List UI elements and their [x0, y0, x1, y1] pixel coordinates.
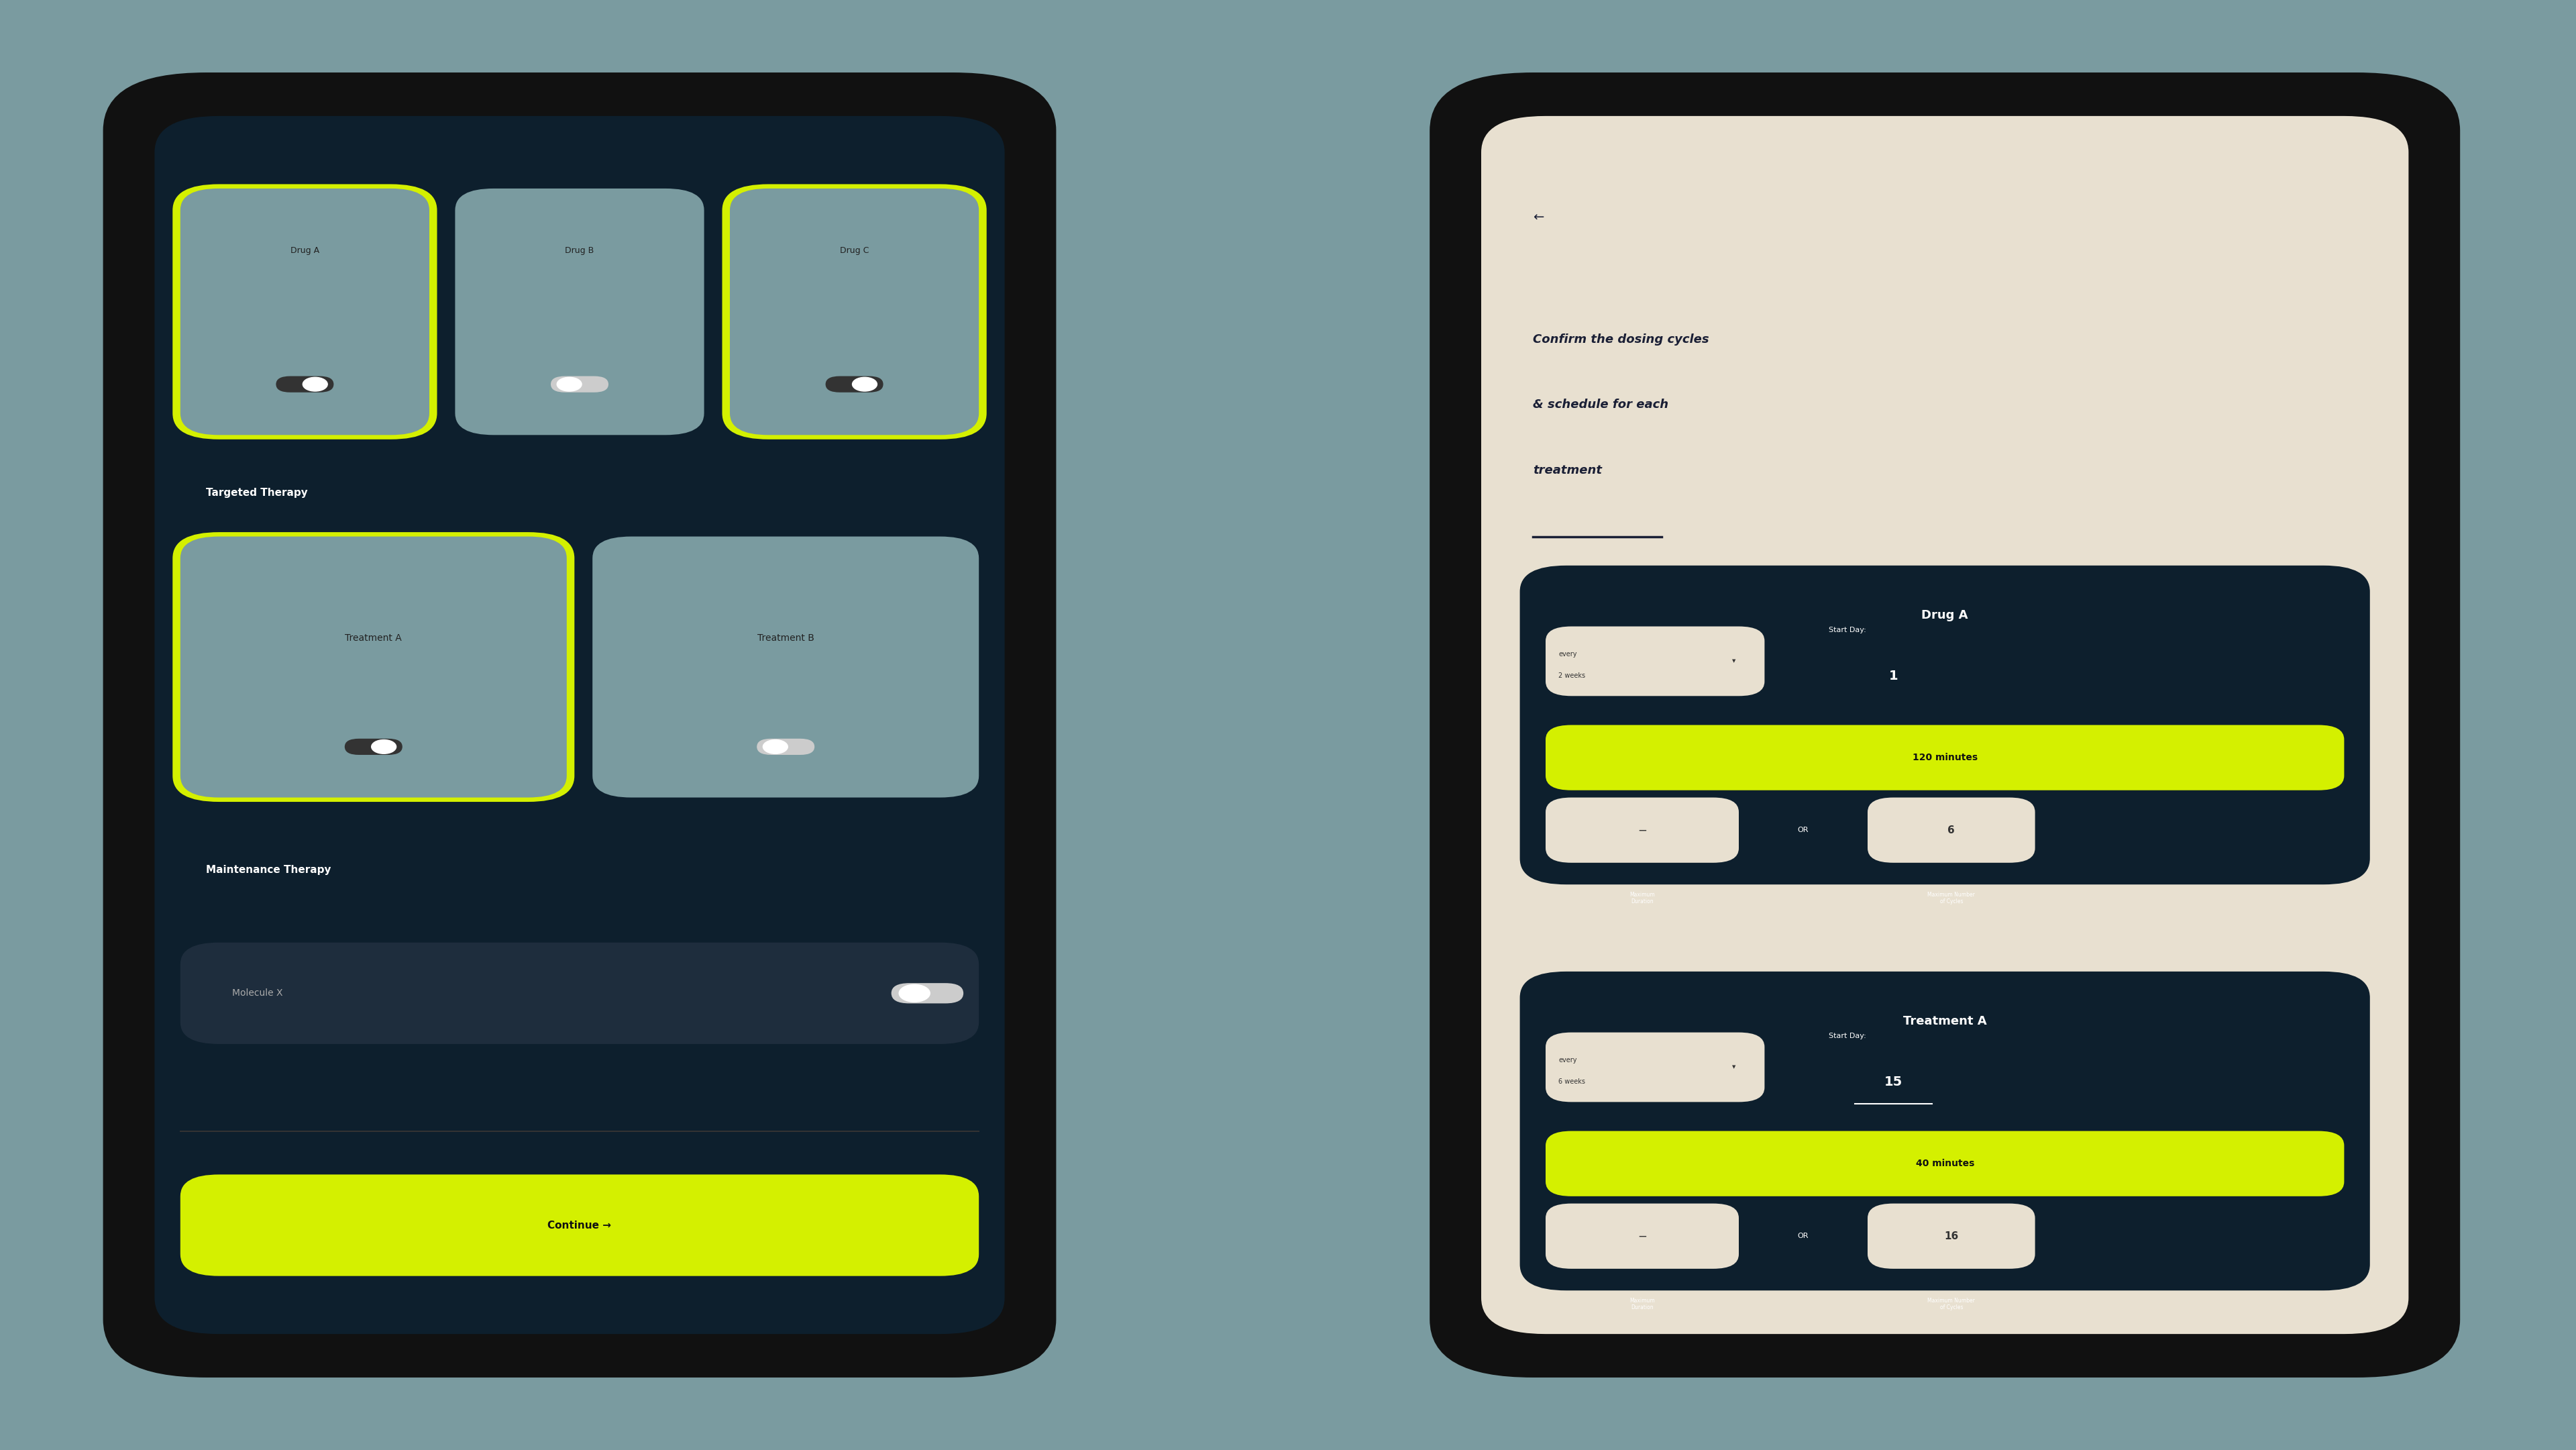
Circle shape — [899, 985, 930, 1002]
Text: Maximum Number
of Cycles: Maximum Number of Cycles — [1927, 892, 1976, 905]
FancyBboxPatch shape — [1868, 798, 2035, 863]
Text: 16: 16 — [1945, 1231, 1958, 1241]
Text: treatment: treatment — [1533, 464, 1602, 476]
Text: Treatment B: Treatment B — [757, 634, 814, 642]
FancyBboxPatch shape — [180, 1175, 979, 1276]
Text: Maximum
Duration: Maximum Duration — [1631, 1298, 1654, 1311]
Text: 6: 6 — [1947, 825, 1955, 835]
FancyBboxPatch shape — [1520, 566, 2370, 885]
FancyBboxPatch shape — [1481, 116, 2409, 1334]
FancyBboxPatch shape — [551, 376, 608, 393]
FancyBboxPatch shape — [891, 983, 963, 1003]
Text: 2 weeks: 2 weeks — [1558, 673, 1584, 679]
Text: OR: OR — [1798, 826, 1808, 834]
FancyBboxPatch shape — [180, 943, 979, 1044]
FancyBboxPatch shape — [155, 116, 1005, 1334]
FancyBboxPatch shape — [173, 184, 438, 439]
Circle shape — [853, 377, 876, 392]
Circle shape — [304, 377, 327, 392]
FancyBboxPatch shape — [180, 536, 567, 798]
Text: Maximum Number
of Cycles: Maximum Number of Cycles — [1927, 1298, 1976, 1311]
Text: ▼: ▼ — [1731, 660, 1736, 663]
Text: Targeted Therapy: Targeted Therapy — [206, 489, 309, 497]
FancyBboxPatch shape — [729, 189, 979, 435]
Circle shape — [371, 740, 397, 754]
Text: −: − — [1638, 1230, 1646, 1243]
FancyBboxPatch shape — [345, 738, 402, 755]
FancyBboxPatch shape — [276, 376, 335, 393]
Text: Continue →: Continue → — [549, 1221, 611, 1230]
Text: Drug C: Drug C — [840, 247, 868, 255]
Text: Drug A: Drug A — [291, 247, 319, 255]
Circle shape — [762, 740, 788, 754]
FancyBboxPatch shape — [103, 73, 1056, 1378]
FancyBboxPatch shape — [180, 189, 430, 435]
FancyBboxPatch shape — [1546, 626, 1765, 696]
FancyBboxPatch shape — [757, 738, 814, 755]
FancyBboxPatch shape — [592, 536, 979, 798]
Text: Maximum
Duration: Maximum Duration — [1631, 892, 1654, 905]
FancyBboxPatch shape — [1430, 73, 2460, 1378]
FancyBboxPatch shape — [1546, 1204, 1739, 1269]
Text: 40 minutes: 40 minutes — [1917, 1159, 1973, 1169]
Text: 120 minutes: 120 minutes — [1911, 753, 1978, 763]
FancyBboxPatch shape — [173, 532, 574, 802]
Text: −: − — [1638, 824, 1646, 837]
FancyBboxPatch shape — [1546, 1131, 2344, 1196]
Text: 6 weeks: 6 weeks — [1558, 1079, 1584, 1085]
Text: 1: 1 — [1888, 670, 1899, 682]
Text: Drug A: Drug A — [1922, 609, 1968, 621]
Circle shape — [556, 377, 582, 392]
Text: Start Day:: Start Day: — [1829, 626, 1868, 634]
FancyBboxPatch shape — [1546, 725, 2344, 790]
Text: ←: ← — [1533, 212, 1543, 223]
Text: Molecule X: Molecule X — [232, 989, 283, 998]
Text: every: every — [1558, 1057, 1577, 1063]
FancyBboxPatch shape — [824, 376, 884, 393]
Text: ▼: ▼ — [1731, 1066, 1736, 1069]
FancyBboxPatch shape — [1868, 1204, 2035, 1269]
Text: Maintenance Therapy: Maintenance Therapy — [206, 866, 332, 874]
Text: Start Day:: Start Day: — [1829, 1032, 1868, 1040]
FancyBboxPatch shape — [721, 184, 987, 439]
Text: 15: 15 — [1883, 1076, 1904, 1088]
FancyBboxPatch shape — [1520, 972, 2370, 1290]
FancyBboxPatch shape — [1546, 798, 1739, 863]
Text: Treatment A: Treatment A — [1904, 1015, 1986, 1027]
FancyBboxPatch shape — [1546, 1032, 1765, 1102]
Text: & schedule for each: & schedule for each — [1533, 399, 1669, 410]
Text: Drug B: Drug B — [564, 247, 595, 255]
FancyBboxPatch shape — [456, 189, 703, 435]
Text: every: every — [1558, 651, 1577, 657]
Text: OR: OR — [1798, 1232, 1808, 1240]
Text: Confirm the dosing cycles: Confirm the dosing cycles — [1533, 334, 1708, 345]
Text: Treatment A: Treatment A — [345, 634, 402, 642]
